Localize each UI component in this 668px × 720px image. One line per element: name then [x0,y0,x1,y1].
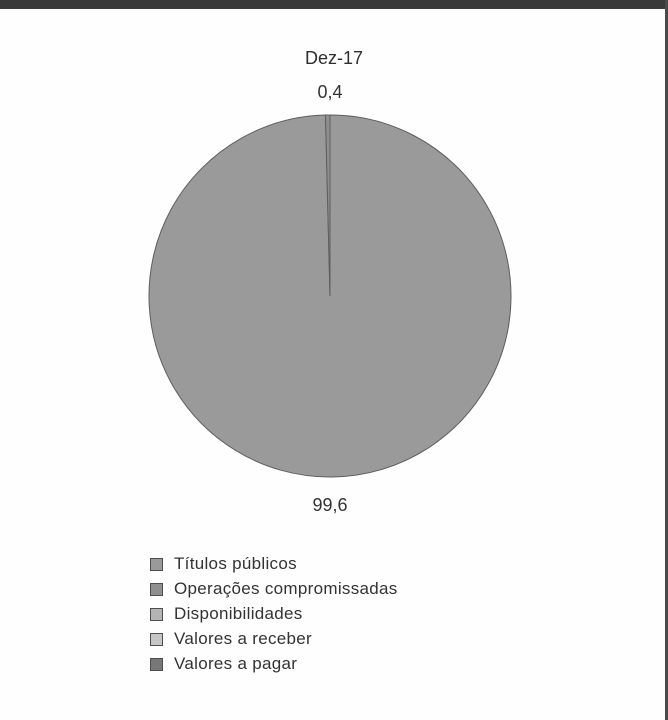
legend-swatch [150,582,163,596]
pie-slice-2 [324,114,331,297]
legend-label: Títulos públicos [174,554,297,573]
chart-title: Dez-17 [304,48,364,68]
data-label-1: 99,6 [312,495,347,515]
legend-item: Disponibilidades [150,602,398,626]
top-border [0,0,668,9]
legend-label: Valores a pagar [174,654,298,673]
legend-item: Valores a receber [150,627,398,651]
legend-label: Operações compromissadas [174,579,398,598]
legend-swatch [150,657,163,671]
legend-item: Valores a pagar [150,652,398,676]
legend-item: Títulos públicos [150,552,398,576]
legend-swatch [150,557,163,571]
legend-label: Disponibilidades [174,604,303,623]
data-label-2: 0,4 [317,82,342,102]
legend-swatch [150,632,163,646]
legend-swatch [150,607,163,621]
legend-label: Valores a receber [174,629,313,648]
legend-item: Operações compromissadas [150,577,398,601]
legend: Títulos públicos Operações compromissadas… [150,552,398,677]
right-border [665,0,668,720]
